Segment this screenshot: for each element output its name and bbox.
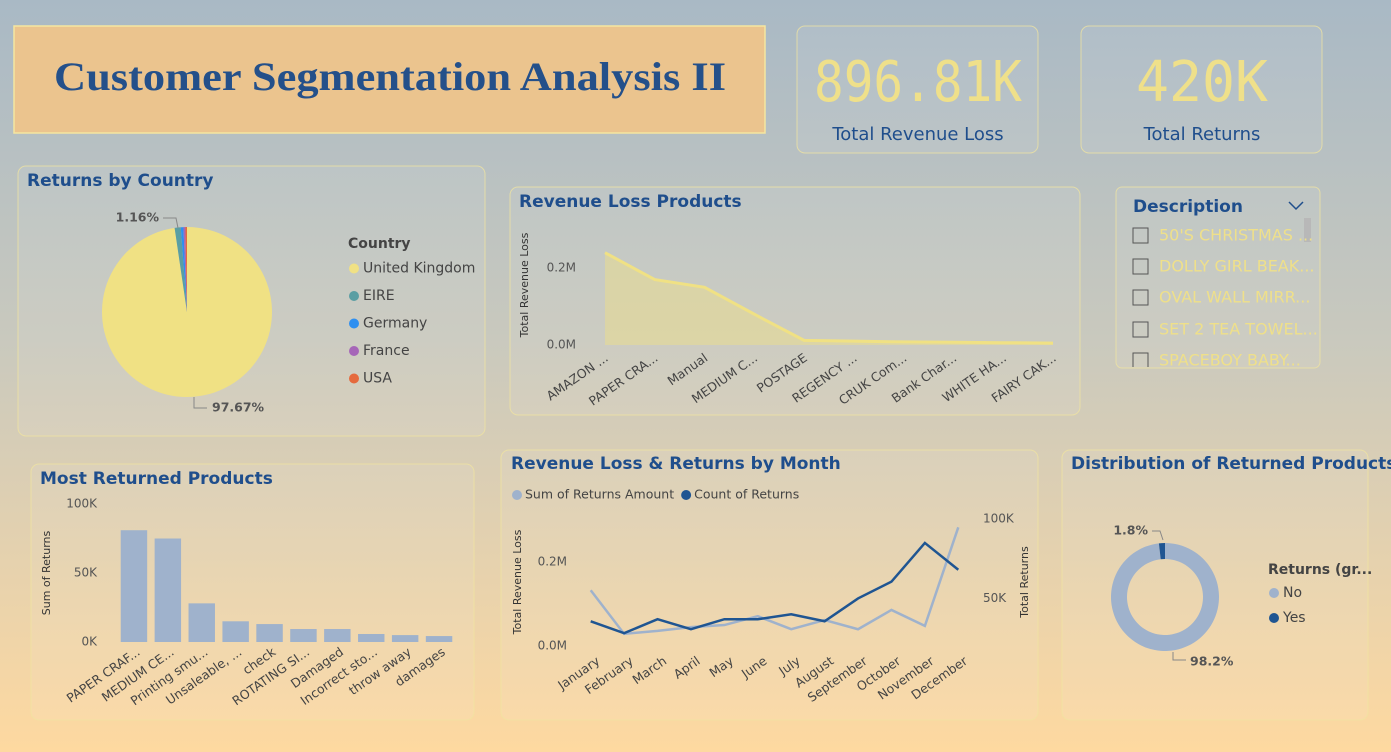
legend-marker xyxy=(349,263,359,274)
dashboard-title: Customer Segmentation Analysis II xyxy=(54,54,726,99)
data-label: 1.8% xyxy=(1113,523,1148,538)
legend-label: Yes xyxy=(1282,610,1306,626)
line xyxy=(589,526,960,636)
y-tick-label: 0K xyxy=(81,635,98,649)
area-line xyxy=(604,251,1054,345)
legend-title: Returns (gr... xyxy=(1268,562,1372,578)
pie-slice xyxy=(102,227,273,397)
legend-title: Country xyxy=(348,236,411,252)
slicer-item[interactable]: DOLLY GIRL BEAK... xyxy=(1159,257,1315,276)
leader-line xyxy=(163,217,179,229)
bar xyxy=(154,538,182,642)
checkbox[interactable] xyxy=(1132,321,1149,338)
y-tick-label: 50K xyxy=(74,566,98,580)
chart-title: Revenue Loss & Returns by Month xyxy=(511,454,841,474)
slicer-title: Description xyxy=(1133,197,1243,217)
bar xyxy=(290,629,317,642)
axis-title: Total Returns xyxy=(1018,546,1031,619)
bar xyxy=(391,635,419,642)
axis-title: Total Revenue Loss xyxy=(518,232,531,338)
slicer-item[interactable]: OVAL WALL MIRR... xyxy=(1159,288,1310,307)
legend-marker xyxy=(349,291,359,301)
legend-marker xyxy=(681,490,692,500)
pie-slice xyxy=(174,227,187,312)
leader-line xyxy=(1152,530,1164,541)
scrollbar[interactable] xyxy=(1304,218,1311,242)
legend-marker xyxy=(349,346,359,356)
slicer-panel xyxy=(1115,186,1321,369)
bar xyxy=(222,621,249,642)
kpi-card xyxy=(796,25,1039,154)
bar xyxy=(120,530,148,642)
slicer-item[interactable]: 50'S CHRISTMAS ... xyxy=(1159,226,1313,245)
checkbox[interactable] xyxy=(1132,352,1149,368)
y-tick-label: 100K xyxy=(66,497,98,511)
kpi-label: Total Returns xyxy=(1143,124,1261,145)
bar xyxy=(358,633,385,642)
axis-title: Total Revenue Loss xyxy=(511,529,524,635)
axis-title: Sum of Returns xyxy=(40,530,53,615)
y-tick-label: 0.0M xyxy=(538,639,567,653)
legend-marker xyxy=(512,490,522,500)
slicer-item[interactable]: SET 2 TEA TOWEL... xyxy=(1159,320,1318,339)
dropdown-chevron[interactable] xyxy=(1288,201,1304,211)
checkbox[interactable] xyxy=(1132,258,1149,275)
pie-slice xyxy=(180,227,187,312)
kpi-value: 896.81K xyxy=(814,50,1022,115)
legend-label: No xyxy=(1283,585,1302,601)
donut-slice xyxy=(1158,543,1165,560)
bar xyxy=(256,624,283,642)
chart-panel xyxy=(509,186,1081,416)
legend-label: France xyxy=(363,343,410,359)
legend-label: USA xyxy=(363,371,392,387)
legend-marker xyxy=(349,318,359,329)
y-tick-label: 100K xyxy=(983,512,1015,526)
legend-label: United Kingdom xyxy=(363,261,475,277)
line xyxy=(590,541,960,635)
kpi-card xyxy=(1080,25,1323,154)
bar xyxy=(425,636,453,642)
legend-label: Sum of Returns Amount xyxy=(525,487,674,502)
slicer-list: 50'S CHRISTMAS ... DOLLY GIRL BEAK... OV… xyxy=(1132,226,1318,370)
leader-line xyxy=(193,397,207,409)
y-tick-label: 0.2M xyxy=(547,261,576,275)
legend-marker xyxy=(349,373,359,384)
bar xyxy=(188,603,215,642)
chart-title: Revenue Loss Products xyxy=(519,192,742,212)
chart-panel xyxy=(500,449,1039,721)
legend-label: Germany xyxy=(363,316,427,332)
title-banner xyxy=(13,25,766,134)
pie-slice xyxy=(183,227,187,312)
area-fill xyxy=(605,252,1053,345)
slicer-item[interactable]: SPACEBOY BABY... xyxy=(1159,351,1301,370)
chart-title: Most Returned Products xyxy=(40,469,273,489)
leader-line xyxy=(1172,652,1186,661)
legend-label: EIRE xyxy=(363,288,395,304)
legend-label: Count of Returns xyxy=(694,487,799,502)
chart-title: Distribution of Returned Products xyxy=(1071,454,1391,474)
checkbox[interactable] xyxy=(1132,227,1149,244)
kpi-label: Total Revenue Loss xyxy=(831,124,1003,145)
bar xyxy=(324,629,351,642)
donut-slice xyxy=(1111,543,1220,652)
pie-slice xyxy=(185,227,187,312)
kpi-value: 420K xyxy=(1136,50,1268,115)
y-tick-label: 0.2M xyxy=(538,555,567,569)
legend-marker xyxy=(1269,613,1279,623)
y-tick-label: 0.0M xyxy=(547,338,576,352)
chart-panel xyxy=(30,463,475,721)
data-label: 98.2% xyxy=(1190,654,1234,669)
legend-marker xyxy=(1269,588,1279,598)
data-label: 1.16% xyxy=(116,210,160,225)
chart-title: Returns by Country xyxy=(27,171,214,191)
data-label: 97.67% xyxy=(212,400,265,415)
checkbox[interactable] xyxy=(1132,289,1149,306)
y-tick-label: 50K xyxy=(983,591,1007,605)
